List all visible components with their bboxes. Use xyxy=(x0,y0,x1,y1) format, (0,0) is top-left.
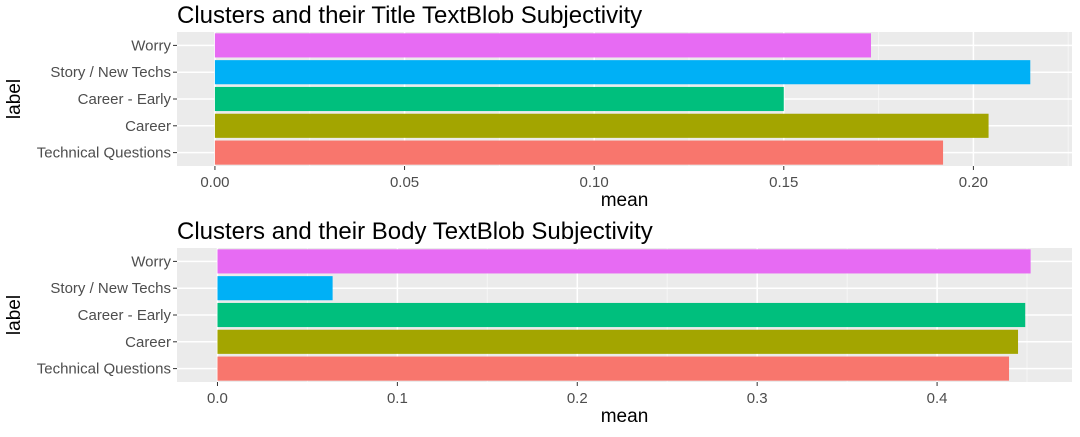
chart2-title: Clusters and their Body TextBlob Subject… xyxy=(177,218,653,245)
chart2-y-tick-label: Career - Early xyxy=(78,307,172,324)
chart2-x-tick-label: 0.3 xyxy=(747,390,768,407)
chart2-y-axis-title: label xyxy=(4,295,25,335)
chart1-x-tick-label: 0.20 xyxy=(959,174,988,191)
chart2-y-tick-label: Career xyxy=(125,334,171,351)
chart2-bar-career-early xyxy=(217,302,1026,328)
chart2-x-tick-label: 0.1 xyxy=(387,390,408,407)
chart2-y-tick-label: Worry xyxy=(131,253,171,270)
chart1-bar-worry xyxy=(214,33,872,58)
chart1-y-tick-label: Technical Questions xyxy=(37,145,171,162)
chart2-x-tick-label: 0.0 xyxy=(207,390,228,407)
chart2-bar-technical-questions xyxy=(217,356,1010,381)
chart1-x-tick-label: 0.10 xyxy=(580,174,609,191)
chart1-bar-story-new-techs xyxy=(214,60,1031,85)
chart2-y-tick-label: Technical Questions xyxy=(37,361,171,378)
chart1-y-axis-title: label xyxy=(4,79,25,119)
chart1-x-tick-label: 0.00 xyxy=(200,174,229,191)
chart1-bar-career xyxy=(214,113,989,138)
chart1-bar-career-early xyxy=(214,86,784,112)
chart2-bar-story-new-techs xyxy=(217,276,333,301)
chart2-x-tick-label: 0.2 xyxy=(567,390,588,407)
chart1-y-tick-label: Story / New Techs xyxy=(50,64,171,81)
chart1-title: Clusters and their Title TextBlob Subjec… xyxy=(177,2,642,29)
chart1-y-tick-label: Worry xyxy=(131,37,171,54)
chart2-bar-career xyxy=(217,329,1019,354)
chart2-bar-worry xyxy=(217,249,1031,274)
chart2-x-tick-label: 0.4 xyxy=(927,390,948,407)
chart1-x-axis-title: mean xyxy=(601,190,649,211)
chart2-x-axis-title: mean xyxy=(601,406,649,427)
chart2-y-tick-label: Story / New Techs xyxy=(50,280,171,297)
chart1-y-tick-label: Career - Early xyxy=(78,91,172,108)
chart1-bar-technical-questions xyxy=(214,140,944,165)
chart1-y-tick-label: Career xyxy=(125,118,171,135)
chart1-x-tick-label: 0.05 xyxy=(390,174,419,191)
chart1-x-tick-label: 0.15 xyxy=(769,174,798,191)
